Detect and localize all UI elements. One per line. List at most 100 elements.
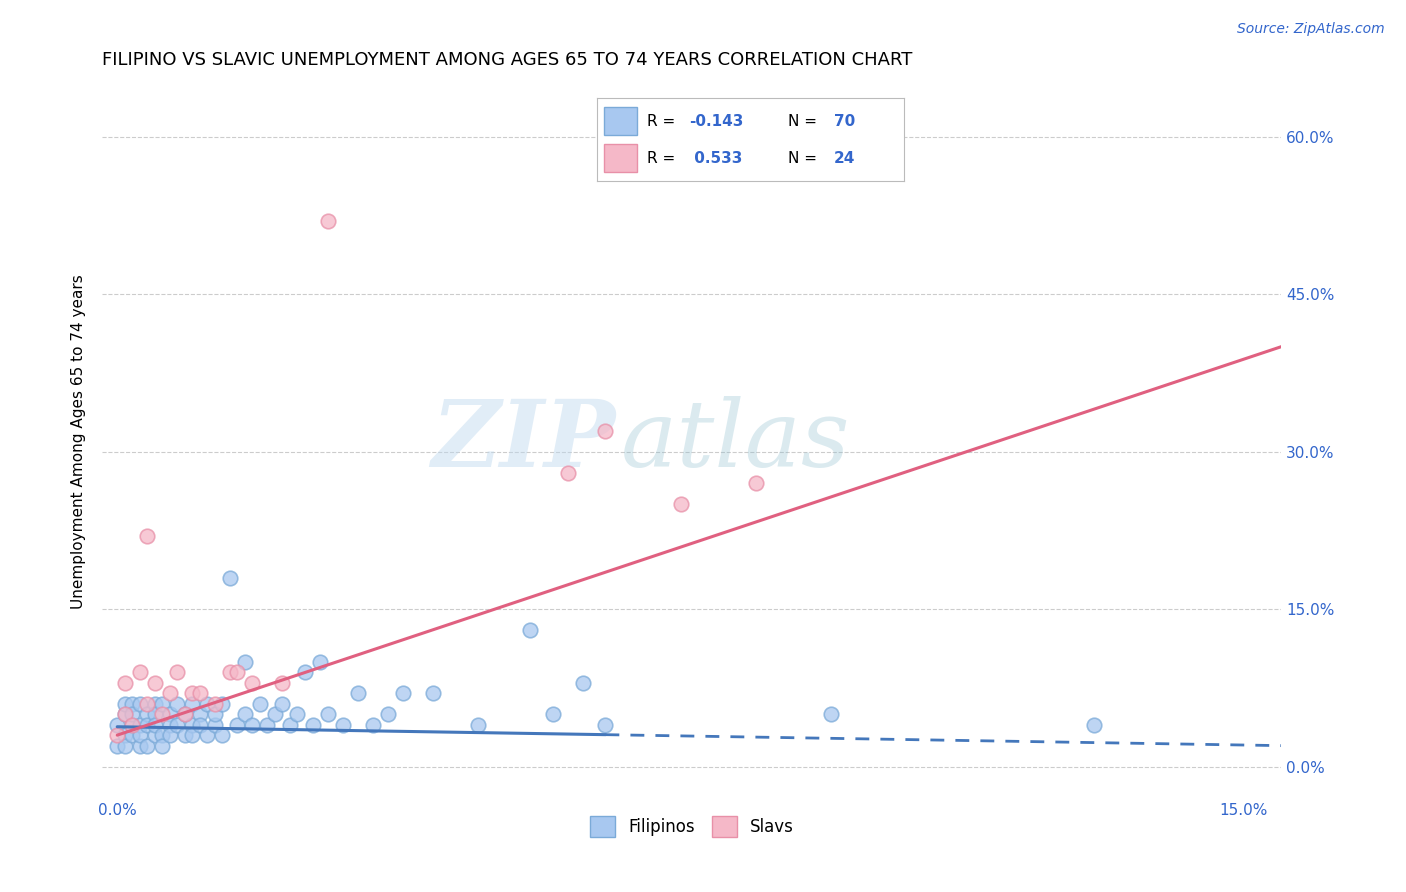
Point xyxy=(309,655,332,669)
Point xyxy=(271,697,294,711)
Point xyxy=(159,686,181,700)
Point xyxy=(195,728,218,742)
Point xyxy=(226,665,249,680)
Point xyxy=(316,707,339,722)
Text: ZIP: ZIP xyxy=(430,396,616,486)
Point xyxy=(278,717,301,731)
Text: FILIPINO VS SLAVIC UNEMPLOYMENT AMONG AGES 65 TO 74 YEARS CORRELATION CHART: FILIPINO VS SLAVIC UNEMPLOYMENT AMONG AG… xyxy=(103,51,912,69)
Point xyxy=(361,717,384,731)
Point xyxy=(249,697,271,711)
Text: atlas: atlas xyxy=(621,396,851,486)
Point xyxy=(143,728,166,742)
Point xyxy=(121,697,143,711)
Point xyxy=(744,476,766,491)
Point xyxy=(159,728,181,742)
Point xyxy=(233,707,256,722)
Point xyxy=(332,717,354,731)
Point xyxy=(346,686,368,700)
Point xyxy=(143,697,166,711)
Point xyxy=(233,655,256,669)
Point xyxy=(669,497,692,511)
Point xyxy=(204,697,226,711)
Point xyxy=(128,739,150,753)
Point xyxy=(242,717,264,731)
Point xyxy=(226,717,249,731)
Point xyxy=(256,717,278,731)
Point xyxy=(541,707,564,722)
Point xyxy=(595,717,617,731)
Point xyxy=(105,717,128,731)
Point xyxy=(159,717,181,731)
Point xyxy=(121,707,143,722)
Point xyxy=(181,728,204,742)
Point xyxy=(143,707,166,722)
Point xyxy=(166,697,188,711)
Point xyxy=(204,717,226,731)
Point xyxy=(121,728,143,742)
Point xyxy=(1083,717,1105,731)
Point xyxy=(195,697,218,711)
Point xyxy=(181,717,204,731)
Point xyxy=(121,717,143,731)
Point xyxy=(173,707,195,722)
Point xyxy=(287,707,309,722)
Point xyxy=(114,707,136,722)
Point xyxy=(136,697,159,711)
Point xyxy=(271,675,294,690)
Point xyxy=(181,686,204,700)
Point xyxy=(136,528,159,542)
Point xyxy=(219,571,242,585)
Point xyxy=(143,675,166,690)
Point xyxy=(301,717,323,731)
Point xyxy=(143,717,166,731)
Point xyxy=(204,707,226,722)
Point xyxy=(211,728,233,742)
Point xyxy=(128,728,150,742)
Point xyxy=(166,717,188,731)
Point xyxy=(211,697,233,711)
Point xyxy=(114,675,136,690)
Point xyxy=(264,707,287,722)
Point xyxy=(377,707,399,722)
Point xyxy=(166,665,188,680)
Point xyxy=(114,739,136,753)
Point xyxy=(150,697,173,711)
Point xyxy=(595,424,617,438)
Point xyxy=(128,665,150,680)
Point xyxy=(181,697,204,711)
Point xyxy=(128,697,150,711)
Point xyxy=(128,717,150,731)
Point xyxy=(188,717,211,731)
Point xyxy=(820,707,842,722)
Point xyxy=(105,728,128,742)
Text: Source: ZipAtlas.com: Source: ZipAtlas.com xyxy=(1237,22,1385,37)
Point xyxy=(391,686,413,700)
Point xyxy=(150,707,173,722)
Point xyxy=(173,728,195,742)
Point xyxy=(136,707,159,722)
Point xyxy=(188,686,211,700)
Point xyxy=(557,466,579,480)
Legend: Filipinos, Slavs: Filipinos, Slavs xyxy=(583,810,800,843)
Point xyxy=(219,665,242,680)
Point xyxy=(188,707,211,722)
Point xyxy=(114,697,136,711)
Point xyxy=(136,717,159,731)
Point xyxy=(150,739,173,753)
Point xyxy=(519,623,541,637)
Point xyxy=(114,707,136,722)
Point xyxy=(294,665,316,680)
Point xyxy=(572,675,595,690)
Point xyxy=(114,728,136,742)
Point xyxy=(136,739,159,753)
Point xyxy=(173,707,195,722)
Point xyxy=(159,707,181,722)
Point xyxy=(316,213,339,227)
Point xyxy=(150,728,173,742)
Point xyxy=(242,675,264,690)
Y-axis label: Unemployment Among Ages 65 to 74 years: Unemployment Among Ages 65 to 74 years xyxy=(72,274,86,608)
Point xyxy=(422,686,444,700)
Point xyxy=(121,717,143,731)
Point xyxy=(467,717,489,731)
Point xyxy=(105,739,128,753)
